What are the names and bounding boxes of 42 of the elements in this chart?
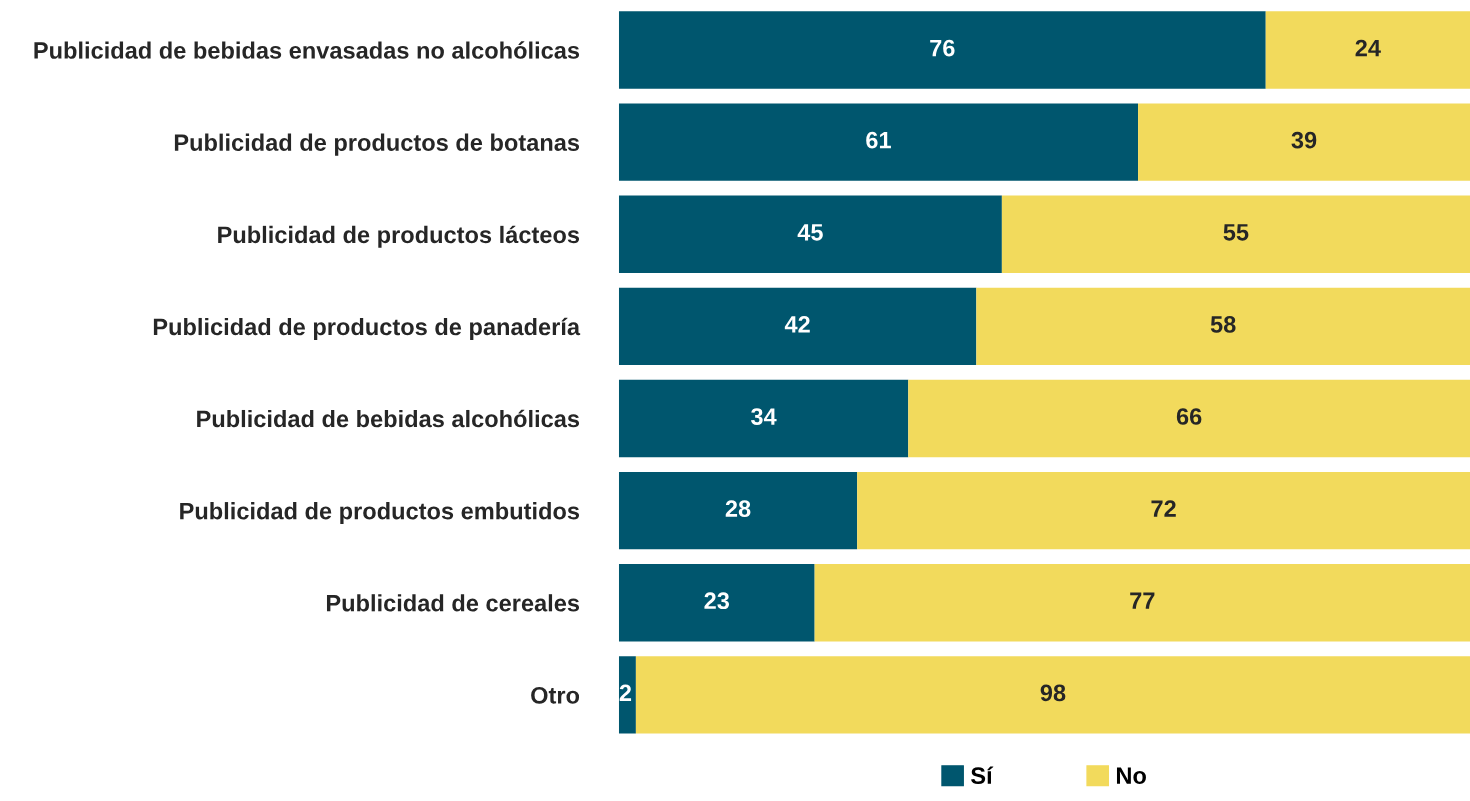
data-label: 77 (1130, 592, 1155, 609)
data-label: 58 (1210, 316, 1236, 333)
y-tick-label: Otro (531, 686, 580, 704)
data-label: 72 (1151, 500, 1176, 517)
bar (1138, 103, 1470, 181)
bar (618, 103, 1139, 181)
data-label: 55 (1223, 224, 1249, 241)
data-label: 66 (1176, 408, 1202, 425)
data-label: 39 (1291, 131, 1317, 149)
y-tick-label: Publicidad de productos lácteos (218, 225, 580, 248)
y-tick-label: Publicidad de bebidas alcohólicas (197, 409, 580, 428)
bar (618, 656, 636, 734)
data-label: 61 (866, 131, 891, 149)
bar (635, 656, 1470, 734)
bar (857, 471, 1470, 550)
bar (618, 379, 909, 458)
bar (814, 564, 1470, 642)
data-label: 23 (704, 592, 730, 610)
data-label: 2 (619, 684, 632, 701)
bar (976, 287, 1470, 366)
legend-label: Sí (971, 766, 994, 785)
data-label: 98 (1040, 684, 1066, 702)
bar (618, 564, 815, 642)
data-label: 42 (784, 316, 810, 333)
bar (618, 471, 858, 550)
legend-label: No (1116, 767, 1146, 785)
y-tick-label: Publicidad de productos de botanas (174, 133, 580, 156)
bar (618, 195, 1002, 273)
bar (1265, 11, 1470, 89)
bar (908, 379, 1470, 458)
y-tick-label: Publicidad de bebidas envasadas no alcohólicas (34, 41, 580, 59)
y-tick-label: Publicidad de productos de panadería (153, 317, 581, 340)
bar (1001, 195, 1470, 273)
data-label: 45 (797, 224, 823, 241)
data-label: 24 (1355, 39, 1381, 57)
data-label: 76 (930, 39, 955, 57)
y-tick-label: Publicidad de productos embutidos (180, 502, 580, 525)
y-tick-label: Publicidad de cereales (326, 594, 580, 612)
data-label: 28 (725, 500, 751, 517)
bar (618, 11, 1266, 89)
bar (618, 287, 977, 366)
data-label: 34 (750, 408, 777, 425)
